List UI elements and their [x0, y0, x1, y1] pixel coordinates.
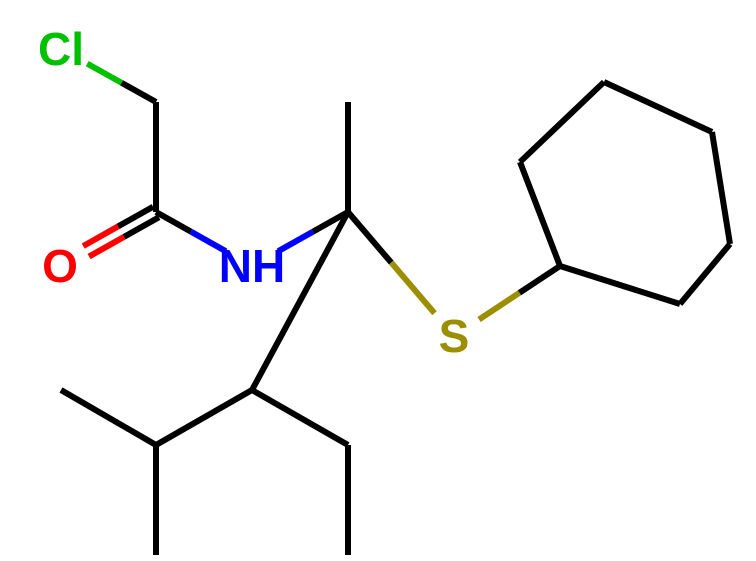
bond: [252, 390, 348, 445]
atom-label-n: NH: [219, 240, 285, 292]
bond: [348, 212, 391, 263]
bond: [712, 132, 730, 244]
bond: [604, 82, 712, 132]
bond: [560, 266, 680, 304]
bond: [61, 390, 156, 445]
bond: [122, 83, 156, 102]
molecule-canvas: Cl O NH S: [0, 0, 756, 561]
bond: [156, 390, 252, 445]
bond: [479, 293, 519, 320]
bond: [520, 82, 604, 162]
bond: [156, 212, 191, 232]
atom-label-s: S: [439, 310, 470, 362]
bond: [520, 266, 560, 293]
atom-label-o: O: [42, 240, 78, 292]
bond: [520, 162, 560, 266]
bond: [87, 64, 121, 83]
atom-label-cl: Cl: [38, 23, 84, 75]
bond: [391, 263, 434, 314]
bond: [680, 244, 730, 304]
